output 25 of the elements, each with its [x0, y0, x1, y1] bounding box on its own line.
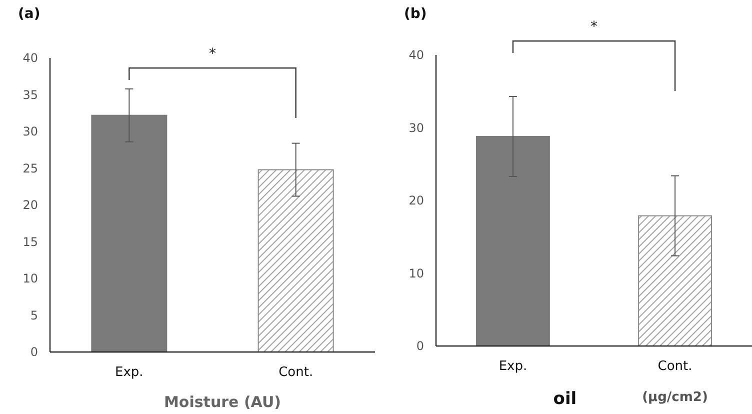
x-tick-label: Cont. [278, 365, 314, 380]
x-axis-title: Moisture (AU) [164, 393, 281, 411]
y-tick-label: 10 [408, 266, 424, 280]
y-tick-label: 20 [22, 198, 38, 212]
y-tick-label: 5 [30, 308, 38, 322]
x-tick-label: Cont. [658, 359, 692, 374]
annotation: * [209, 46, 216, 62]
x-tick-label: Exp. [498, 359, 528, 374]
y-tick-label: 15 [22, 234, 38, 249]
y-tick-label: 40 [22, 51, 38, 66]
y-tick-label: 0 [30, 345, 38, 360]
y-tick-label: 40 [408, 48, 424, 62]
chart-title: (b) [404, 6, 427, 22]
y-tick-label: 0 [416, 339, 424, 354]
text: * [590, 19, 598, 35]
chart-title: (a) [18, 6, 40, 22]
x-tick-label: Exp. [115, 365, 144, 380]
text: (µg/cm2) [642, 390, 708, 405]
y-tick-label: 25 [22, 161, 38, 176]
y-tick-label: 30 [22, 124, 38, 139]
y-tick-label: 10 [22, 272, 38, 286]
x-axis-title: oil [553, 389, 577, 409]
y-tick-label: 30 [408, 120, 424, 135]
y-tick-label: 20 [408, 194, 424, 208]
y-tick-label: 35 [22, 88, 38, 102]
